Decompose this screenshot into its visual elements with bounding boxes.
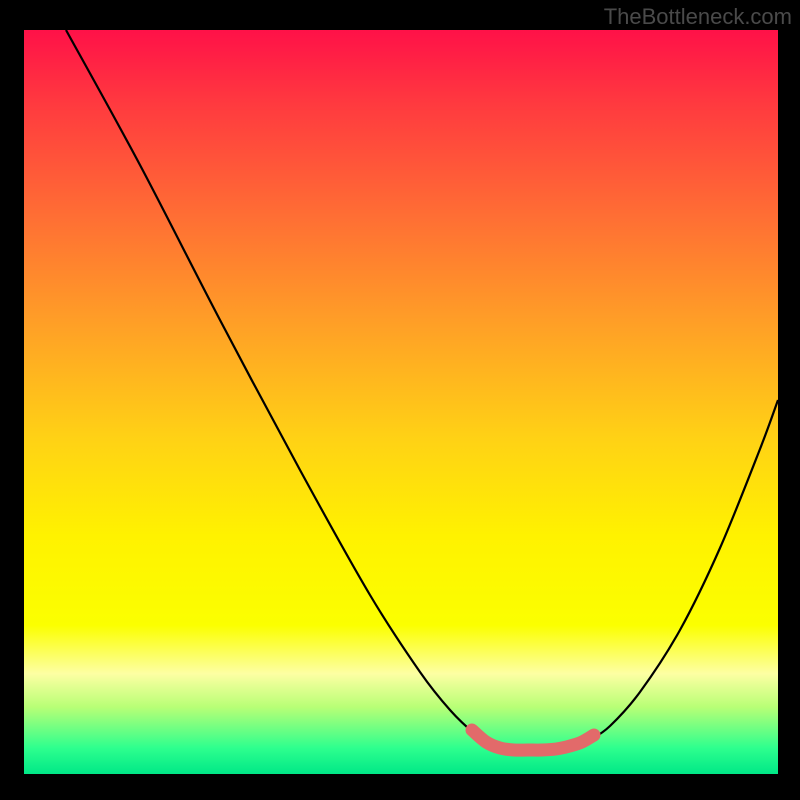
watermark-text: TheBottleneck.com: [604, 4, 792, 30]
chart-container: TheBottleneck.com: [0, 0, 800, 800]
bottleneck-chart: [0, 0, 800, 800]
plot-background: [24, 30, 778, 774]
